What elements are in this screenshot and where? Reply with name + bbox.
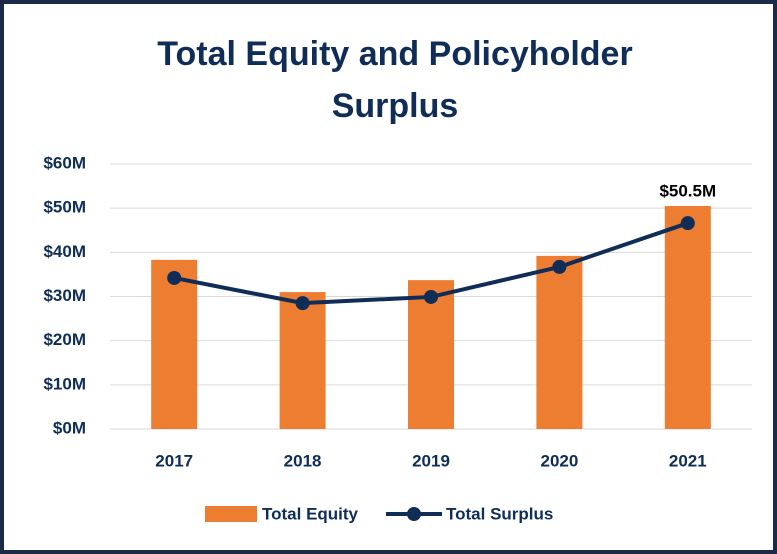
line-point bbox=[424, 289, 438, 304]
line-point bbox=[167, 270, 182, 285]
x-tick-label: 2018 bbox=[284, 451, 322, 470]
bar bbox=[279, 292, 326, 429]
chart-title: Total Equity and Policyholder Surplus bbox=[157, 35, 633, 125]
legend-label: Total Equity bbox=[262, 504, 359, 523]
bar bbox=[151, 259, 198, 429]
bar bbox=[408, 280, 454, 429]
bar bbox=[536, 255, 583, 429]
bar bbox=[664, 205, 711, 429]
y-tick-label: $0M bbox=[53, 418, 86, 437]
line-point bbox=[295, 296, 310, 311]
data-label: $50.5M bbox=[659, 181, 716, 200]
y-tick-label: $30M bbox=[43, 286, 86, 305]
x-tick-label: 2020 bbox=[540, 451, 578, 470]
y-tick-label: $50M bbox=[43, 198, 86, 217]
y-tick-label: $10M bbox=[43, 374, 86, 393]
y-tick-label: $60M bbox=[43, 153, 86, 172]
line-point bbox=[680, 216, 695, 231]
legend-label: Total Surplus bbox=[446, 504, 553, 523]
x-tick-label: 2019 bbox=[412, 451, 450, 470]
y-tick-label: $20M bbox=[43, 330, 86, 349]
x-tick-label: 2017 bbox=[155, 451, 193, 470]
y-tick-label: $40M bbox=[43, 242, 86, 261]
legend-swatch bbox=[205, 506, 257, 522]
line-point bbox=[552, 259, 567, 274]
x-tick-label: 2021 bbox=[669, 451, 707, 470]
legend-marker bbox=[407, 507, 422, 521]
